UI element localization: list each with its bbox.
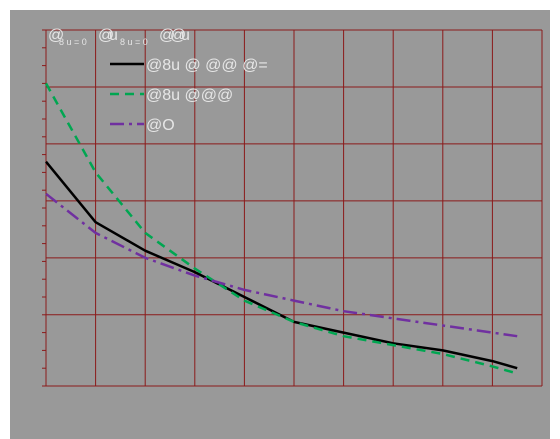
title-fragment: @ xyxy=(48,27,64,44)
title-fragment: 8 u = 0 xyxy=(59,37,87,47)
title-fragment: 8 u = 0 xyxy=(120,37,148,47)
chart-title: @8 u = 0 @u 8 u = 0 @@u xyxy=(48,27,190,47)
series-line-1 xyxy=(45,160,518,370)
title-fragment: @ xyxy=(159,27,175,44)
y-axis-ticks xyxy=(42,29,46,387)
title-fragment: u xyxy=(109,27,118,44)
legend: @8u @ @@ @= @8u @@@ @O xyxy=(110,57,268,134)
legend-label: @8u @@@ xyxy=(146,87,233,104)
title-fragment: u xyxy=(181,27,190,44)
legend-label: @8u @ @@ @= xyxy=(146,57,268,74)
grid xyxy=(45,29,543,387)
title-fragment: @ xyxy=(170,27,186,44)
chart-background xyxy=(10,10,550,439)
legend-label: @O xyxy=(146,117,175,134)
title-fragment: @ xyxy=(98,27,114,44)
series-layer xyxy=(44,82,518,375)
series-line-2 xyxy=(44,82,518,375)
series-line-3 xyxy=(45,192,518,338)
